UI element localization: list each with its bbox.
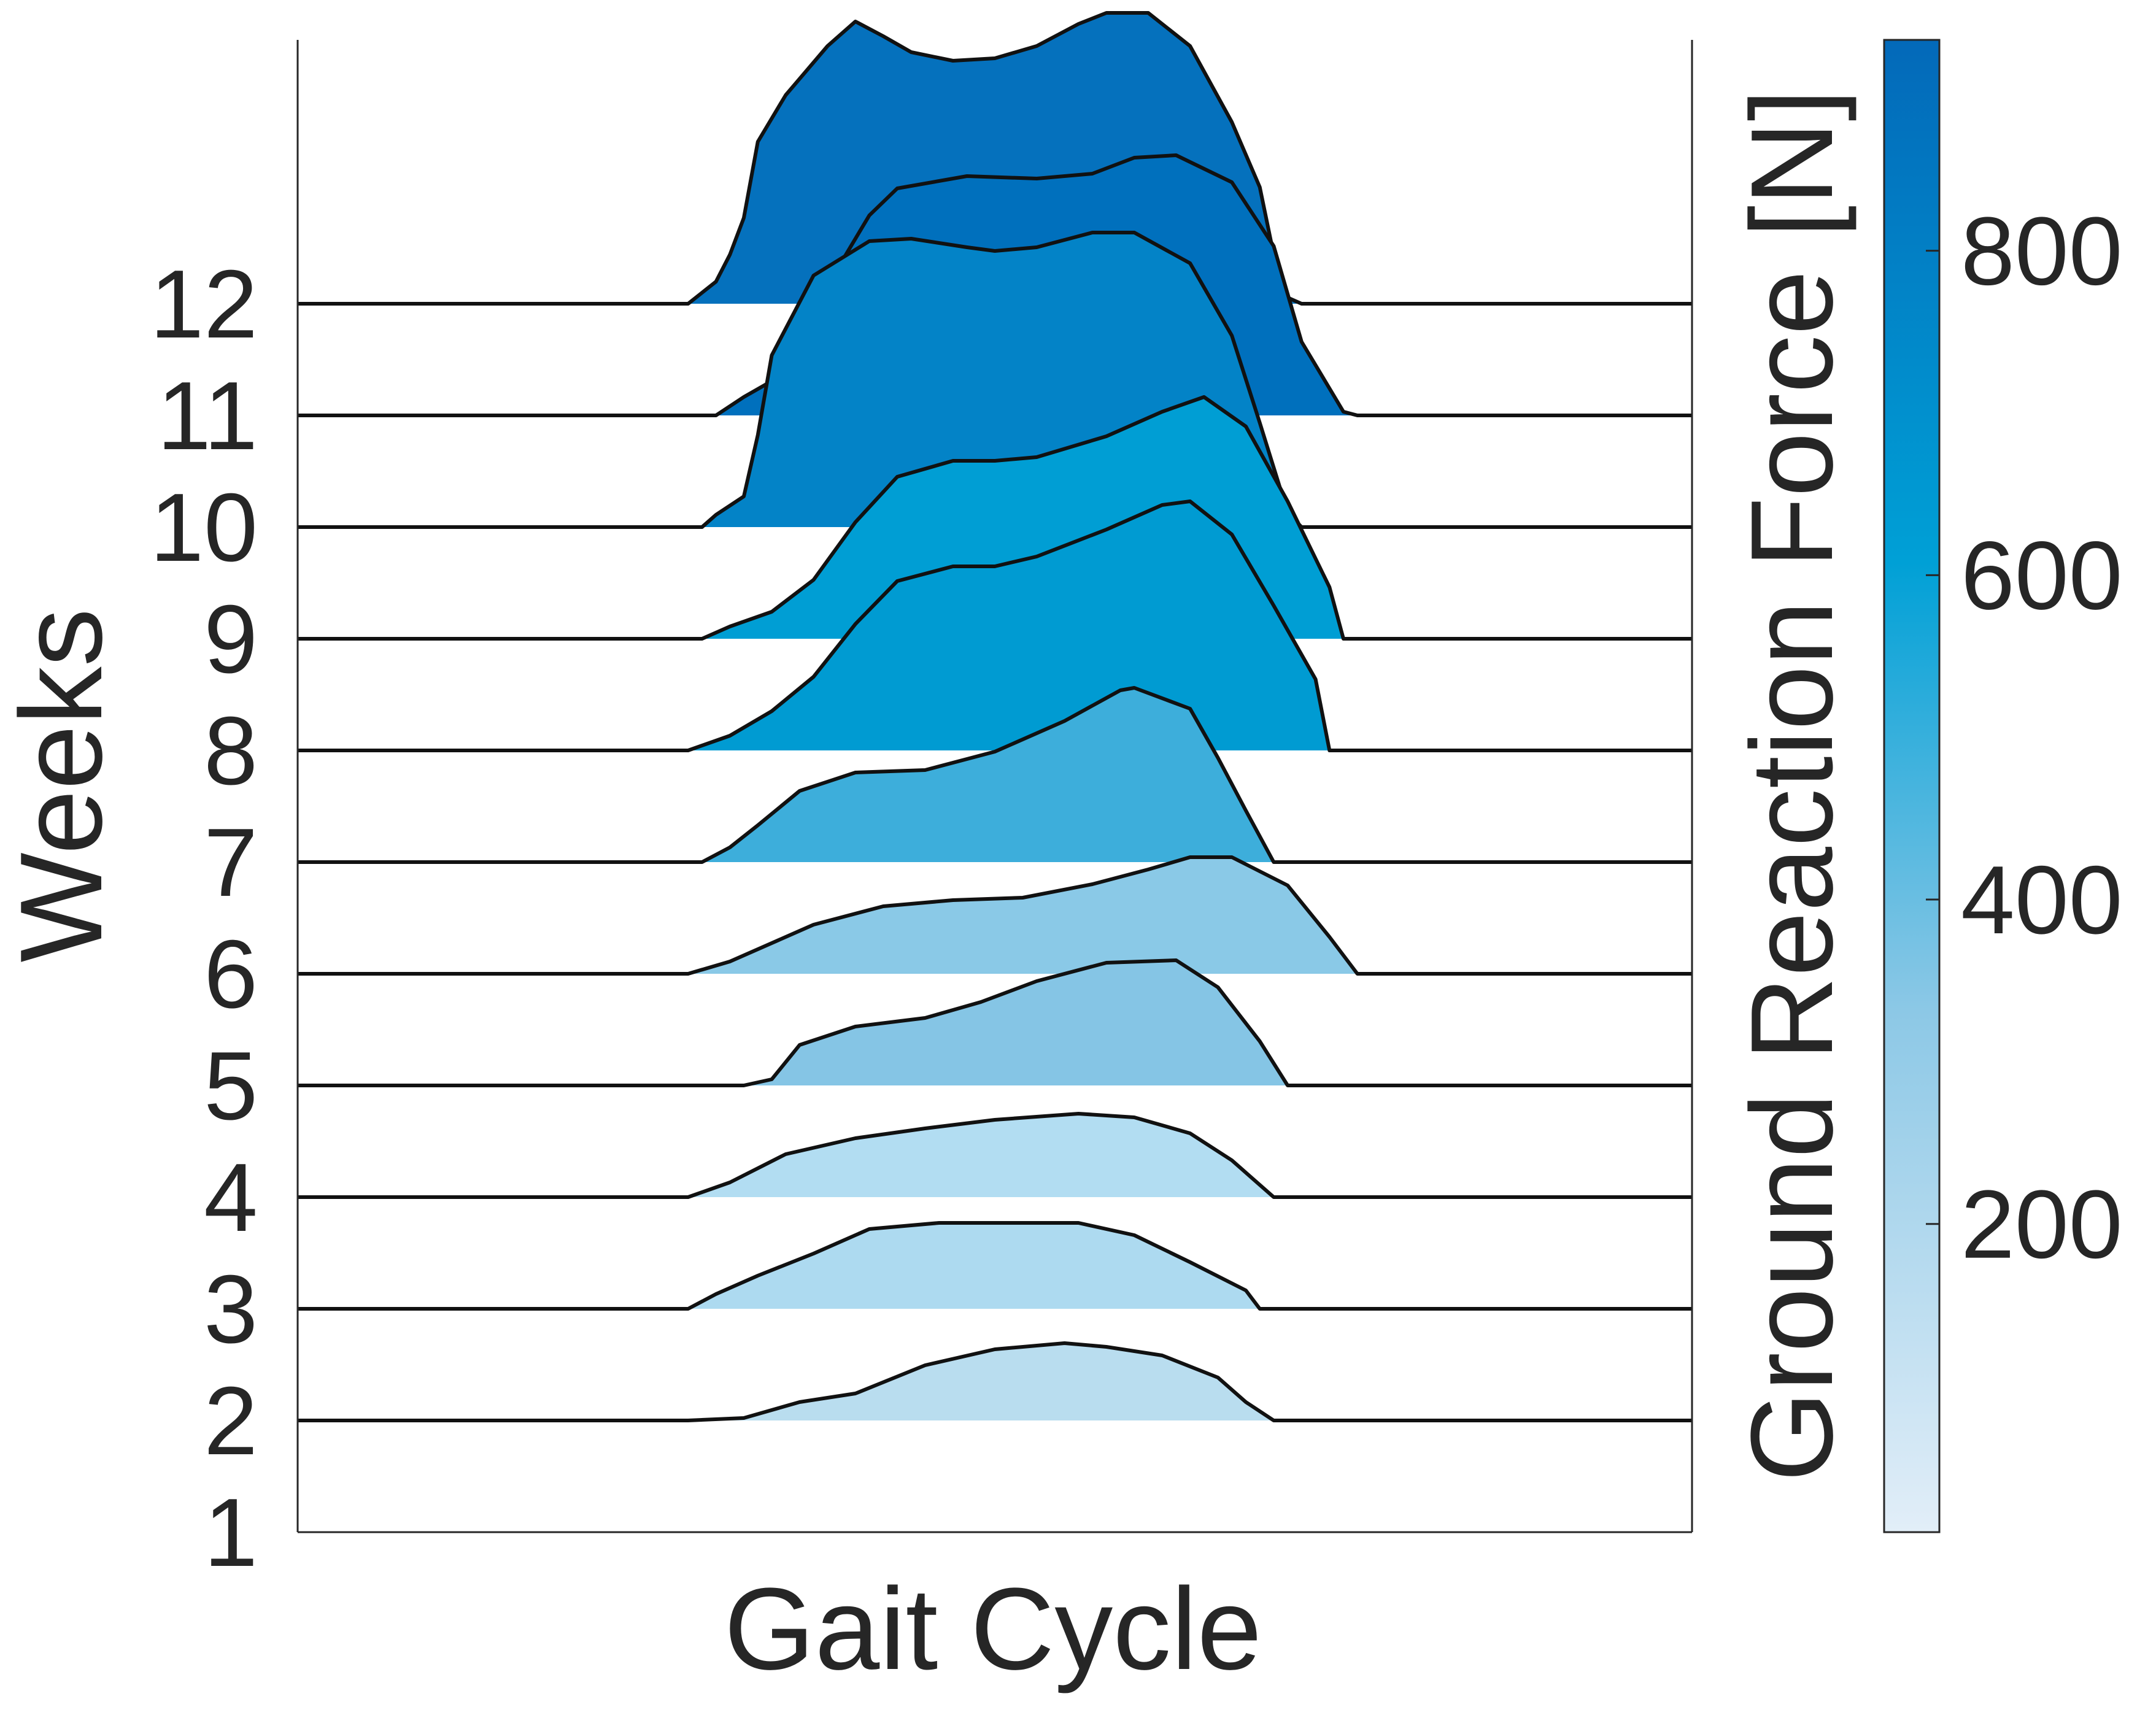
colorbar-label: Ground Reaction Force [N] — [1727, 89, 1857, 1482]
week-tick-label-10: 10 — [150, 474, 258, 582]
ridge-line-week-5 — [298, 958, 1692, 1087]
y-axis-label: Weeks — [0, 608, 126, 962]
colorbar-tick-label-200: 200 — [1961, 1171, 2123, 1279]
ridge-fill-week-6 — [688, 857, 1358, 974]
week-tick-label-4: 4 — [204, 1144, 258, 1252]
ridge-fill-week-8 — [688, 501, 1330, 750]
week-tick-label-2: 2 — [204, 1367, 258, 1475]
colorbar-tick-label-600: 600 — [1961, 522, 2123, 630]
ridge-line-week-9 — [298, 395, 1692, 641]
week-tick-label-7: 7 — [204, 809, 258, 917]
ridge-fill-week-3 — [688, 1223, 1260, 1309]
ridge-layer — [298, 11, 1692, 1422]
colorbar — [1883, 39, 1941, 1533]
week-tick-label-9: 9 — [204, 585, 258, 693]
week-tick-label-3: 3 — [204, 1255, 258, 1363]
week-tick-label-12: 12 — [150, 250, 258, 358]
ridge-line-week-8 — [298, 499, 1692, 752]
ridge-line-week-12 — [298, 11, 1692, 306]
colorbar-tick-label-800: 800 — [1961, 198, 2123, 306]
ridge-fill-week-7 — [701, 688, 1274, 862]
colorbar-ticks: 200 400 600 800 — [1926, 198, 2123, 1279]
ridge-fill-week-4 — [688, 1114, 1274, 1197]
ridge-line-week-2 — [298, 1341, 1692, 1422]
ridge-fill-week-2 — [688, 1343, 1274, 1420]
axes-frame — [296, 40, 1693, 1533]
ridge-fill-week-5 — [744, 960, 1288, 1085]
week-tick-label-8: 8 — [204, 697, 258, 805]
ridge-line-week-3 — [298, 1221, 1692, 1311]
week-tick-label-1: 1 — [204, 1479, 258, 1587]
week-tick-label-11: 11 — [157, 362, 258, 470]
x-axis-label: Gait Cycle — [724, 1564, 1262, 1694]
colorbar-tick-label-400: 400 — [1961, 846, 2123, 954]
week-tick-label-5: 5 — [204, 1032, 258, 1140]
ridge-line-week-6 — [298, 855, 1692, 976]
ridge-line-week-4 — [298, 1112, 1692, 1199]
ridge-line-week-10 — [298, 231, 1692, 529]
ridge-line-week-7 — [298, 686, 1692, 864]
week-tick-label-6: 6 — [204, 920, 258, 1028]
